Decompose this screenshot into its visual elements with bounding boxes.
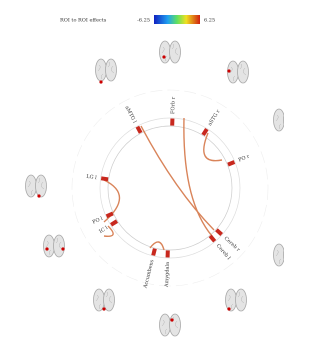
node-label: Amygdala [164,262,171,288]
brains [26,41,285,336]
node-marker [170,118,174,125]
connectogram: ROI to ROI effects -6.25 6.25 aMTG l FOrb… [0,0,284,344]
node-label: PO r [238,153,251,163]
colorbar-min: -6.25 [137,18,150,24]
rings [72,90,268,286]
node-label: LG l [86,174,98,181]
node-marker [227,160,235,166]
title: ROI to ROI effects [60,18,107,24]
node-marker [151,248,157,256]
page: ROI to ROI effects -6.25 6.25 aMTG l FOrb… [0,0,320,344]
colorbar [154,15,200,24]
node-label: FOrb r [170,96,177,114]
colorbar-max: 6.25 [204,18,215,24]
node-label: Accumbens [142,259,155,290]
node-marker [166,250,170,257]
node-label: aMTG l [123,105,137,125]
node-marker [101,176,108,181]
node-label: aSTG r [207,108,222,127]
node-label: PO l [92,216,105,226]
